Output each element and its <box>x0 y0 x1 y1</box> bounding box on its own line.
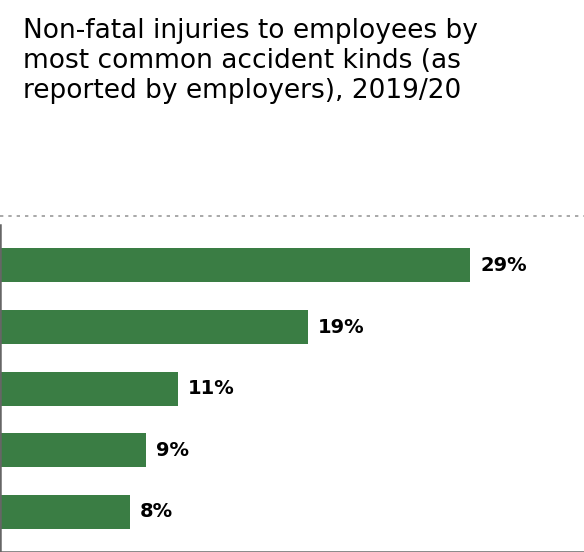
Text: 19%: 19% <box>318 317 364 337</box>
Bar <box>0 495 130 529</box>
Text: 9%: 9% <box>156 441 189 460</box>
Text: 11%: 11% <box>188 379 235 398</box>
Bar <box>0 310 308 344</box>
Text: 8%: 8% <box>140 502 173 522</box>
Text: Non-fatal injuries to employees by
most common accident kinds (as
reported by em: Non-fatal injuries to employees by most … <box>23 18 478 104</box>
Bar <box>0 248 471 282</box>
Bar <box>0 371 179 406</box>
Bar <box>0 433 146 467</box>
Text: 29%: 29% <box>480 256 527 275</box>
